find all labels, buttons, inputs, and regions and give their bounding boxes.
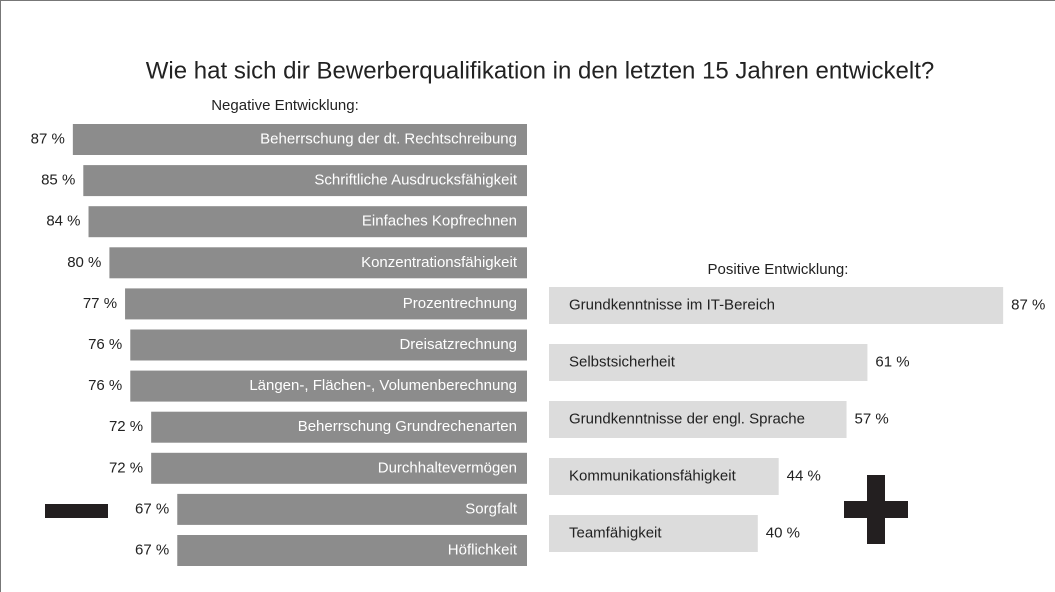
bar-label: Teamfähigkeit [569, 524, 662, 541]
value-label: 67 % [135, 500, 169, 517]
bar-label: Höflichkeit [448, 541, 518, 558]
bar-label: Durchhaltevermögen [378, 459, 517, 476]
bar-label: Dreisatzrechnung [399, 336, 517, 353]
bar-label: Beherrschung der dt. Rechtschreibung [260, 130, 517, 147]
bar [549, 515, 758, 552]
bar [125, 288, 527, 320]
bar-label: Grundkenntnisse der engl. Sprache [569, 410, 805, 427]
bar-label: Schriftliche Ausdrucksfähigkeit [314, 172, 517, 189]
value-label: 57 % [855, 410, 889, 427]
bar [151, 452, 527, 484]
value-label: 85 % [41, 172, 75, 189]
value-label: 40 % [766, 524, 800, 541]
bar [109, 247, 528, 279]
bar-label: Prozentrechnung [403, 295, 517, 312]
value-label: 87 % [1011, 296, 1045, 313]
bar [151, 411, 527, 443]
bar [130, 370, 527, 402]
bar-label: Sorgfalt [465, 500, 518, 517]
subtitle: Negative Entwicklung: [211, 97, 359, 114]
bar-label: Längen-, Flächen-, Volumenberechnung [249, 377, 517, 394]
subtitle: Positive Entwicklung: [708, 261, 849, 278]
value-label: 87 % [31, 130, 65, 147]
bar [88, 206, 528, 238]
plus-icon [867, 475, 885, 544]
bar-label: Konzentrationsfähigkeit [361, 254, 518, 271]
value-label: 67 % [135, 541, 169, 558]
value-label: 72 % [109, 459, 143, 476]
bar [83, 165, 528, 197]
value-label: 80 % [67, 254, 101, 271]
value-label: 77 % [83, 295, 117, 312]
bar-label: Beherrschung Grundrechenarten [298, 418, 517, 435]
value-label: 61 % [875, 353, 909, 370]
bar [549, 344, 868, 381]
minus-icon [45, 504, 108, 518]
bar [177, 535, 527, 566]
value-label: 76 % [88, 336, 122, 353]
bar [549, 287, 1004, 324]
bar-label: Kommunikationsfähigkeit [569, 467, 737, 484]
bar-label: Selbstsicherheit [569, 353, 676, 370]
value-label: 76 % [88, 377, 122, 394]
bar [72, 124, 528, 155]
bar [549, 401, 847, 438]
bar-label: Grundkenntnisse im IT-Bereich [569, 296, 775, 313]
bar-label: Einfaches Kopfrechnen [362, 213, 517, 230]
bar [177, 493, 527, 525]
value-label: 72 % [109, 418, 143, 435]
bar [549, 458, 779, 495]
chart-title: Wie hat sich dir Bewerberqualifikation i… [146, 57, 934, 84]
value-label: 44 % [787, 467, 821, 484]
bar [130, 329, 527, 361]
value-label: 84 % [46, 213, 80, 230]
